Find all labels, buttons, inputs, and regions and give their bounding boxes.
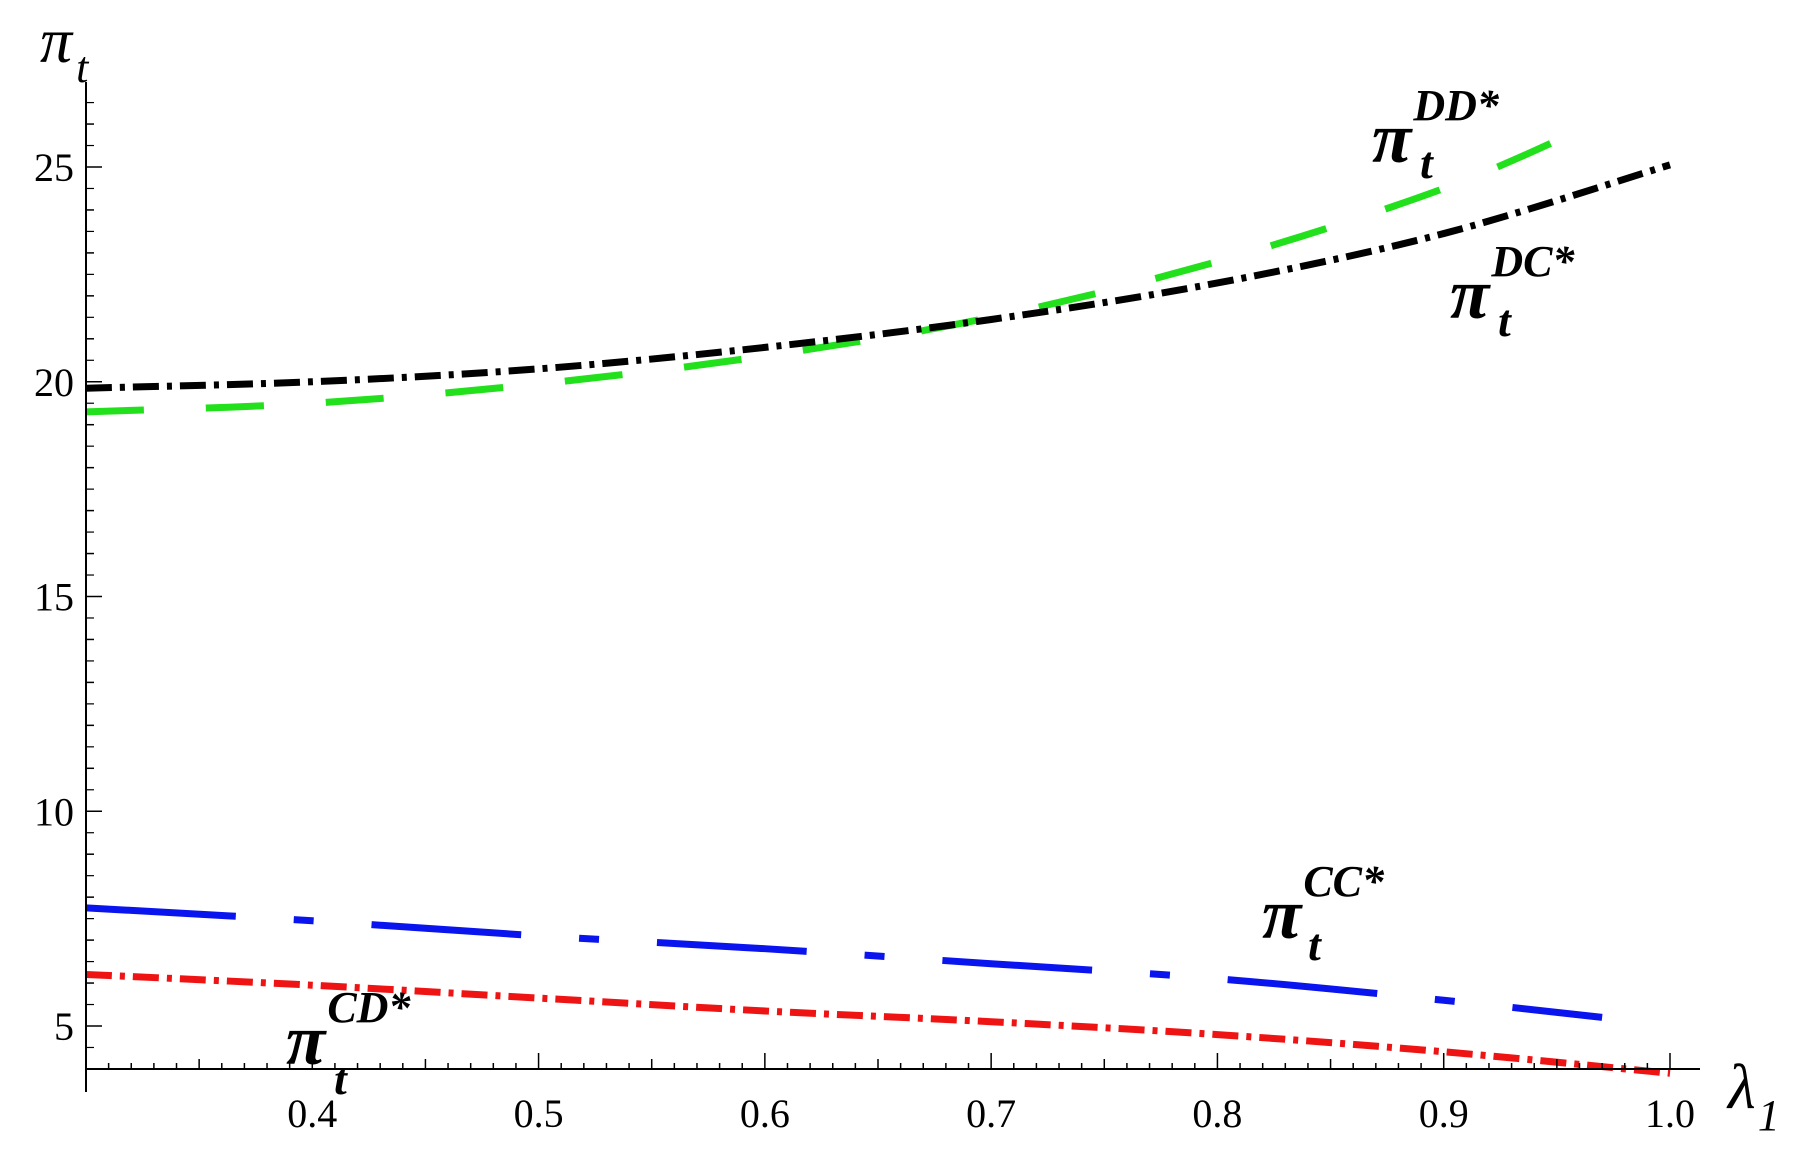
x-tick-label: 0.5: [514, 1091, 564, 1136]
x-ticks: 0.4 0.5 0.6 0.7 0.8 0.9 1.0: [107, 1053, 1695, 1136]
curve-label-cc-sub: t: [1308, 919, 1322, 970]
curve-label-cc-sup: CC*: [1303, 857, 1385, 906]
curve-label-cc-base: π: [1262, 874, 1303, 954]
curve-label-dd-sub: t: [1420, 137, 1434, 188]
curve-label-cd-base: π: [286, 1000, 327, 1080]
y-tick-label: 15: [34, 575, 74, 620]
series-layer: [85, 116, 1672, 1077]
curve-label-dd-sup: DD*: [1412, 81, 1500, 130]
y-tick-label: 20: [34, 360, 74, 405]
y-axis-title-main: π: [40, 5, 74, 76]
x-axis-title-sub: 1: [1758, 1091, 1780, 1140]
series-line-cd: [85, 970, 1671, 1077]
x-tick-label: 0.7: [966, 1091, 1016, 1136]
y-tick-label: 25: [34, 145, 74, 190]
x-axis-title-main: λ: [1726, 1051, 1756, 1122]
y-axis-title: πt: [40, 5, 90, 92]
y-ticks: 5 10 15 20 25: [34, 101, 102, 1070]
curve-label-dd-base: π: [1372, 98, 1413, 178]
curve-label-dc: πDC*: [1450, 237, 1575, 334]
x-tick-label: 0.9: [1419, 1091, 1469, 1136]
x-tick-label: 1.0: [1645, 1091, 1695, 1136]
curve-label-dc-sup: DC*: [1490, 237, 1575, 286]
y-tick-label: 5: [54, 1004, 74, 1049]
y-tick-label: 10: [34, 789, 74, 834]
curve-label-cd-sup: CD*: [327, 983, 411, 1032]
curve-label-cc: πCC*: [1262, 857, 1385, 954]
y-axis-title-sub: t: [76, 43, 90, 92]
curve-label-dd: πDD*: [1372, 81, 1500, 178]
curve-label-cd: πCD*: [286, 983, 411, 1080]
x-tick-label: 0.4: [287, 1091, 337, 1136]
x-tick-label: 0.6: [740, 1091, 790, 1136]
series-line-dc: [85, 161, 1672, 392]
series-line-dd: [85, 116, 1604, 416]
axes-layer: 0.4 0.5 0.6 0.7 0.8 0.9 1.0 5 10 15 20 25: [34, 82, 1700, 1136]
x-tick-label: 0.8: [1192, 1091, 1242, 1136]
curve-label-dc-sub: t: [1498, 295, 1512, 346]
curve-label-dc-base: π: [1450, 254, 1491, 334]
curve-label-cd-sub: t: [334, 1053, 348, 1104]
x-axis-title: λ1: [1726, 1051, 1780, 1140]
